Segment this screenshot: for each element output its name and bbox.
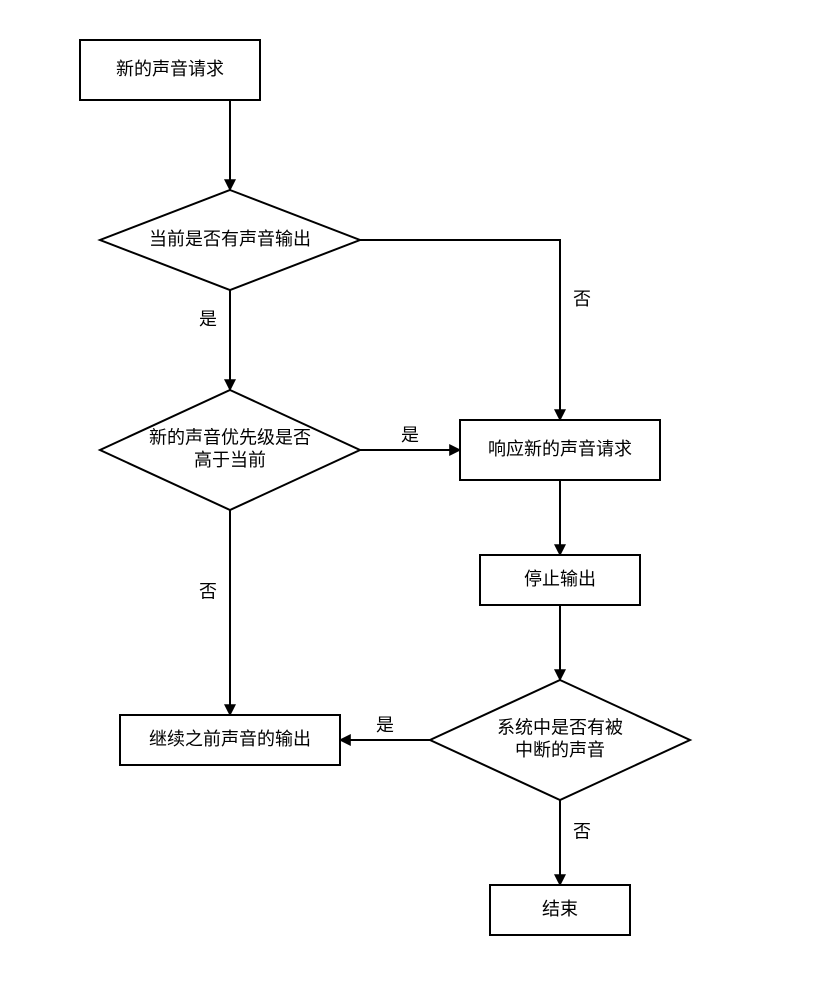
process-node: 新的声音请求 bbox=[80, 40, 260, 100]
process-node: 停止输出 bbox=[480, 555, 640, 605]
node-label: 结束 bbox=[542, 899, 578, 919]
node-label: 中断的声音 bbox=[515, 740, 605, 760]
edge bbox=[360, 240, 560, 420]
node-label: 高于当前 bbox=[194, 450, 266, 470]
node-label: 响应新的声音请求 bbox=[488, 439, 632, 459]
node-label: 系统中是否有被 bbox=[497, 718, 623, 738]
node-label: 停止输出 bbox=[524, 569, 596, 589]
decision-node: 当前是否有声音输出 bbox=[100, 190, 360, 290]
process-node: 继续之前声音的输出 bbox=[120, 715, 340, 765]
flowchart: 是否是否是否新的声音请求当前是否有声音输出新的声音优先级是否高于当前响应新的声音… bbox=[0, 0, 823, 1000]
edge-label: 否 bbox=[573, 289, 591, 309]
edge bbox=[170, 100, 230, 190]
edge-label: 是 bbox=[376, 715, 394, 735]
node-label: 当前是否有声音输出 bbox=[149, 229, 311, 249]
node-label: 新的声音请求 bbox=[116, 59, 224, 79]
edge-label: 否 bbox=[573, 821, 591, 841]
process-node: 响应新的声音请求 bbox=[460, 420, 660, 480]
process-node: 结束 bbox=[490, 885, 630, 935]
decision-node: 新的声音优先级是否高于当前 bbox=[100, 390, 360, 510]
edge-label: 是 bbox=[401, 425, 419, 445]
edge-label: 否 bbox=[199, 581, 217, 601]
node-label: 新的声音优先级是否 bbox=[149, 428, 311, 448]
node-label: 继续之前声音的输出 bbox=[149, 729, 311, 749]
decision-node: 系统中是否有被中断的声音 bbox=[430, 680, 690, 800]
edge-label: 是 bbox=[199, 309, 217, 329]
